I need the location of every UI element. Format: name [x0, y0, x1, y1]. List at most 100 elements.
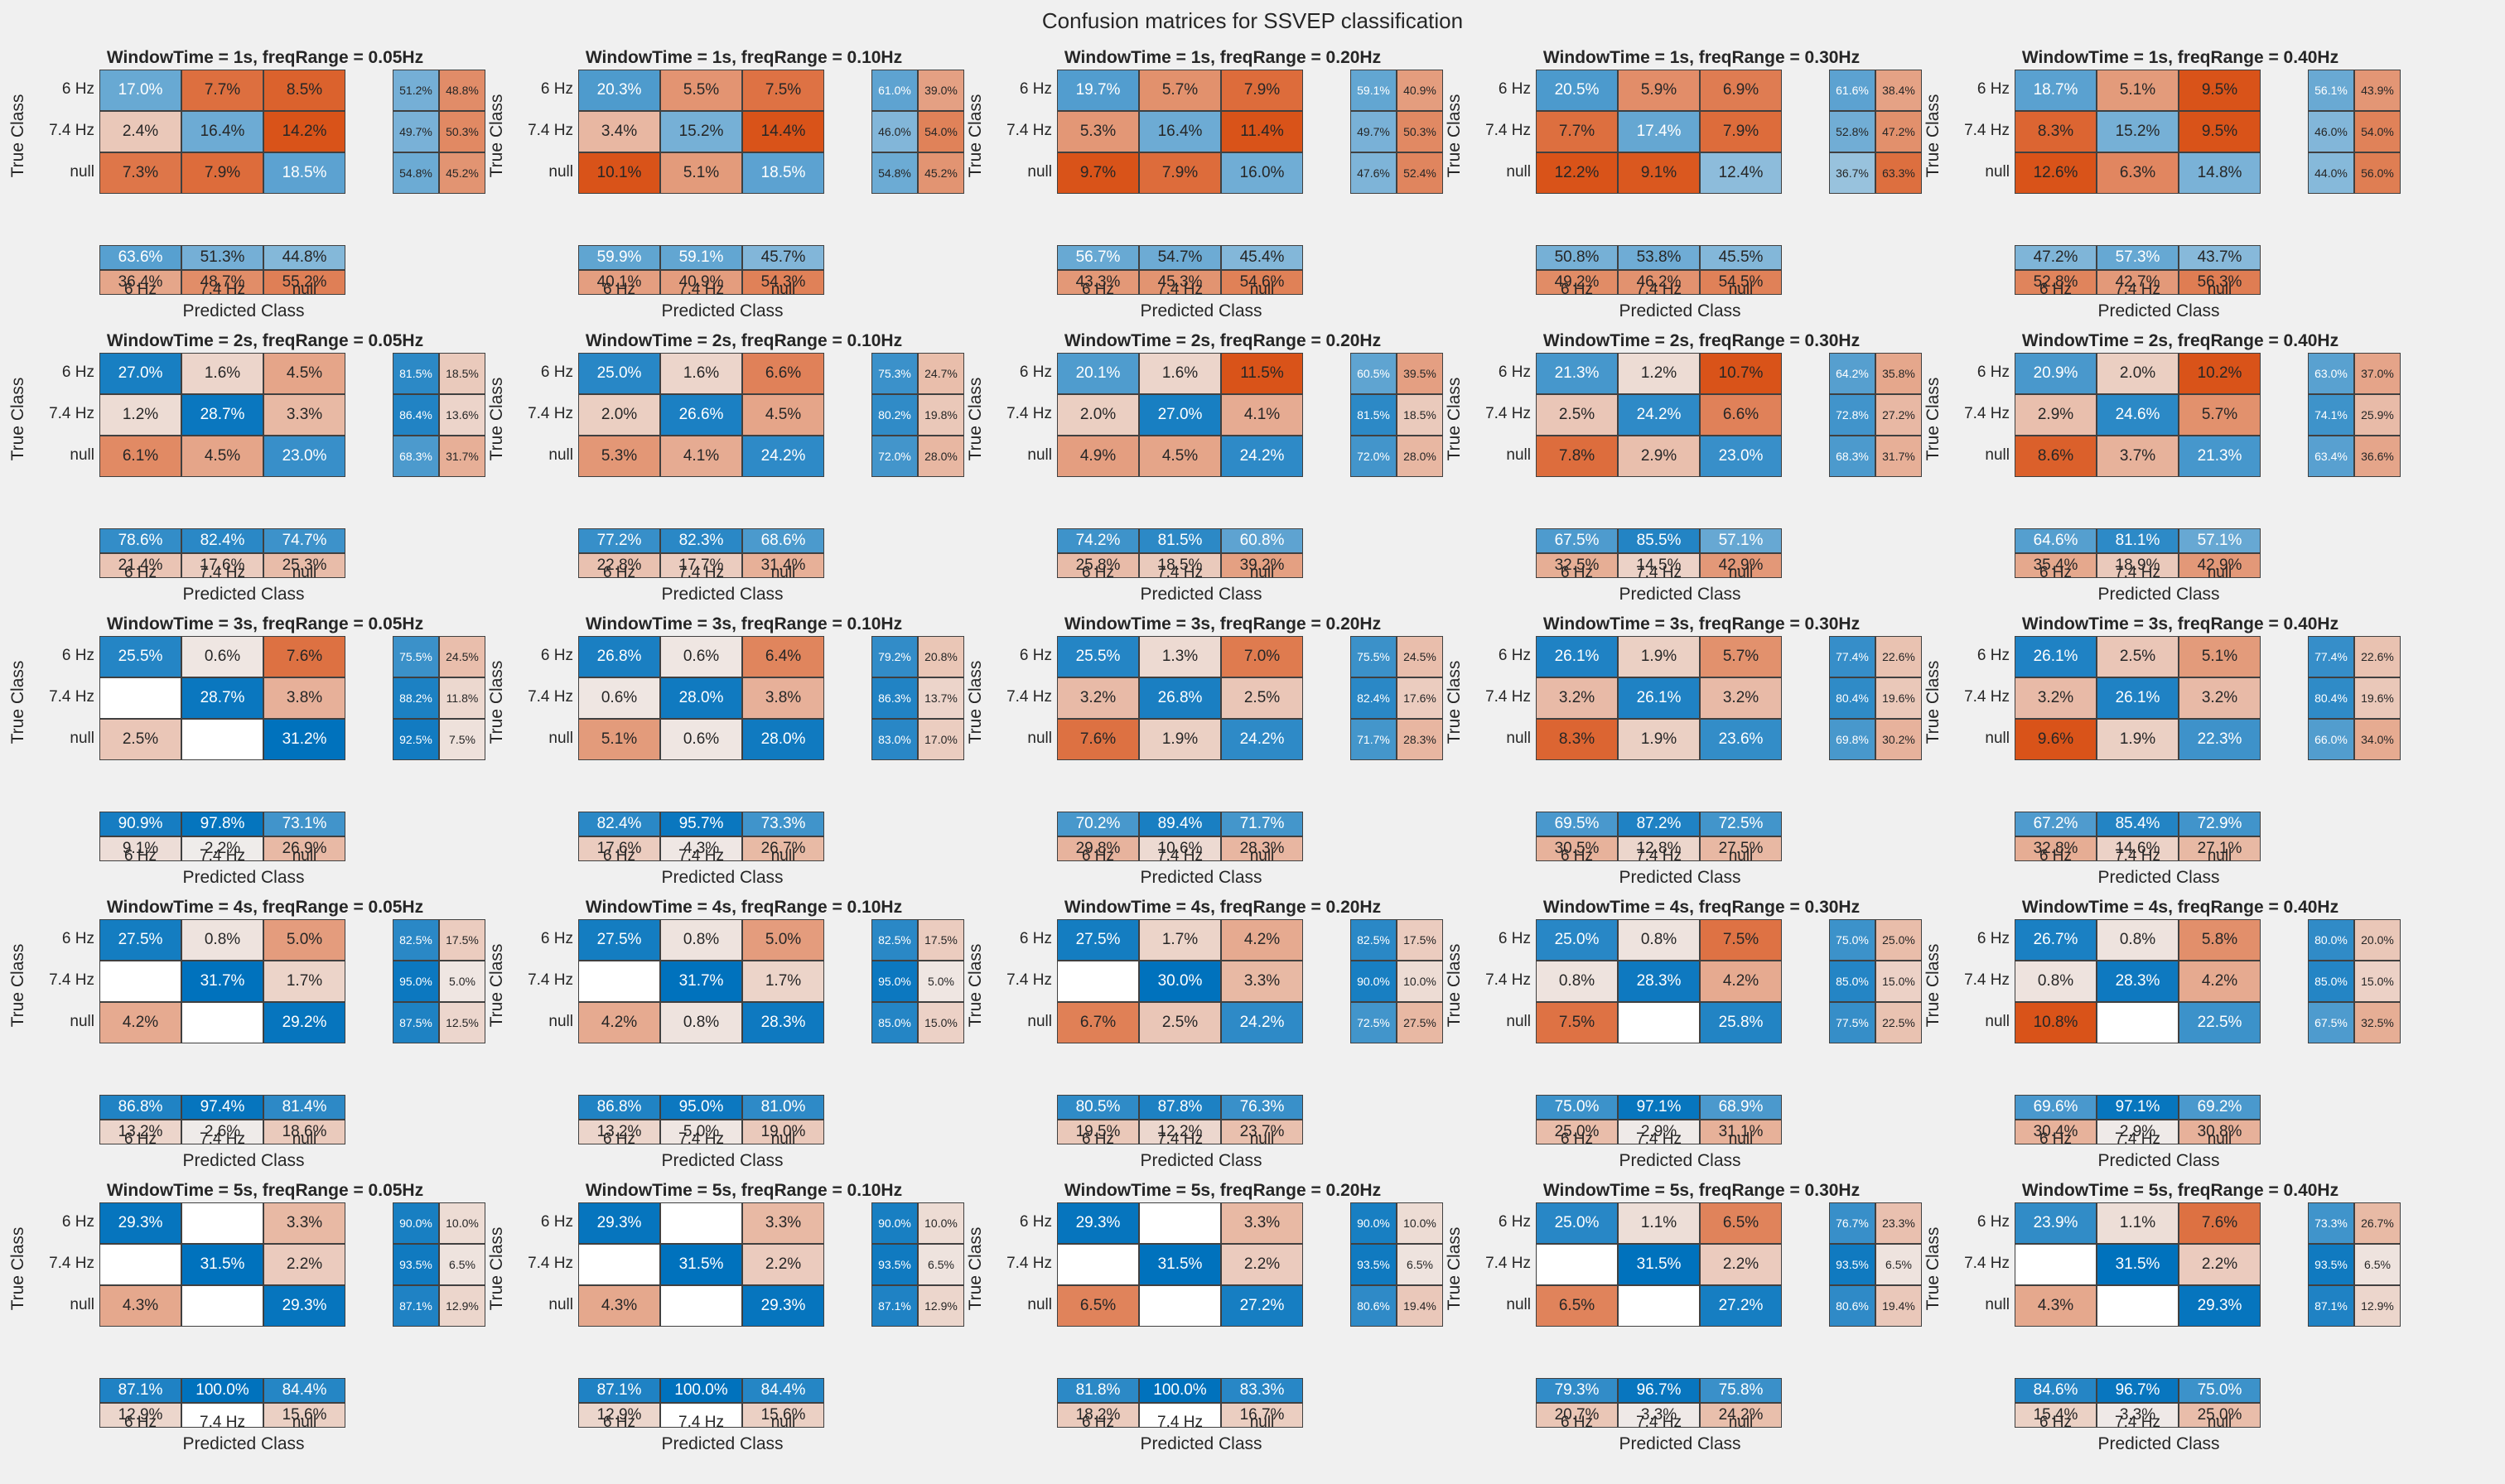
- column-summary-cell: 73.3%: [742, 812, 824, 836]
- column-summary-cell: 14.5%: [1618, 553, 1700, 578]
- matrix-cell: [181, 1285, 263, 1327]
- column-summary-cell: 54.7%: [1139, 245, 1221, 270]
- column-summary-cell: 87.8%: [1139, 1095, 1221, 1120]
- column-summary-cell: 20.7%: [1536, 1403, 1618, 1428]
- row-summary-cell: 66.0%: [2308, 719, 2354, 760]
- row-class-label: 6 Hz: [540, 930, 573, 947]
- panel-title: WindowTime = 4s, freqRange = 0.05Hz: [106, 898, 424, 917]
- matrix-cell: 8.6%: [2015, 436, 2097, 477]
- column-summary-cell: 18.2%: [1057, 1403, 1139, 1428]
- column-class-label: 6 Hz: [2039, 1414, 2073, 1431]
- x-axis-label: Predicted Class: [661, 301, 784, 320]
- row-summary-cell: 67.5%: [2308, 1002, 2354, 1043]
- confusion-matrix-panel: WindowTime = 2s, freqRange = 0.10Hz True …: [487, 331, 964, 605]
- column-class-label: null: [292, 564, 317, 581]
- row-summary-cell: 56.1%: [2308, 70, 2354, 111]
- column-summary-cell: 89.4%: [1139, 812, 1221, 836]
- column-class-label: 6 Hz: [123, 1130, 157, 1148]
- row-summary-cell: 37.0%: [2354, 353, 2401, 394]
- column-summary-cell: 80.5%: [1057, 1095, 1139, 1120]
- matrix-cell: 31.7%: [660, 961, 742, 1002]
- row-summary-cell: 18.5%: [439, 353, 485, 394]
- column-summary-cell: 14.6%: [2097, 836, 2179, 861]
- column-class-label: 6 Hz: [123, 281, 157, 298]
- column-summary-cell: 74.2%: [1057, 528, 1139, 553]
- row-summary-cell: 82.5%: [1350, 919, 1397, 961]
- x-axis-label: Predicted Class: [1619, 301, 1741, 320]
- matrix-cell: 25.0%: [578, 353, 660, 394]
- matrix-cell: 3.3%: [1221, 961, 1303, 1002]
- column-summary-cell: 83.3%: [1221, 1378, 1303, 1403]
- column-class-label: null: [770, 847, 796, 865]
- column-class-label: 7.4 Hz: [200, 847, 245, 865]
- row-summary-cell: 15.0%: [918, 1002, 964, 1043]
- panel-title: WindowTime = 3s, freqRange = 0.40Hz: [2021, 614, 2339, 634]
- matrix-cell: 6.5%: [1057, 1285, 1139, 1327]
- column-class-label: 6 Hz: [123, 847, 157, 865]
- matrix-cell: 10.8%: [2015, 1002, 2097, 1043]
- row-summary-cell: 10.0%: [918, 1202, 964, 1244]
- row-summary-cell: 80.6%: [1350, 1285, 1397, 1327]
- row-summary-cell: 95.0%: [871, 961, 918, 1002]
- matrix-cell: 1.9%: [1618, 719, 1700, 760]
- row-summary-cell: 5.0%: [918, 961, 964, 1002]
- matrix-cell: 4.2%: [99, 1002, 181, 1043]
- row-summary-cell: 28.3%: [1397, 719, 1443, 760]
- row-class-label: null: [548, 730, 573, 747]
- confusion-matrix-panel: WindowTime = 4s, freqRange = 0.40Hz True …: [1923, 898, 2401, 1171]
- row-summary-cell: 19.6%: [1875, 677, 1922, 719]
- column-summary-cell: 73.1%: [263, 812, 345, 836]
- column-summary-cell: 4.3%: [660, 836, 742, 861]
- row-summary-cell: 10.0%: [1397, 1202, 1443, 1244]
- row-class-label: 6 Hz: [1976, 1213, 2010, 1231]
- matrix-cell: 1.3%: [1139, 636, 1221, 677]
- matrix-cell: 17.4%: [1618, 111, 1700, 152]
- column-summary-cell: 32.5%: [1536, 553, 1618, 578]
- row-summary-cell: 80.0%: [2308, 919, 2354, 961]
- row-summary-cell: 87.5%: [393, 1002, 439, 1043]
- column-class-label: 7.4 Hz: [1636, 1130, 1682, 1148]
- column-summary-cell: 86.8%: [99, 1095, 181, 1120]
- matrix-cell: 25.0%: [1536, 919, 1618, 961]
- column-summary-cell: 18.5%: [1139, 553, 1221, 578]
- matrix-cell: 1.2%: [1618, 353, 1700, 394]
- column-class-label: 6 Hz: [1081, 1130, 1115, 1148]
- row-summary-cell: 6.5%: [1875, 1244, 1922, 1285]
- matrix-cell: [578, 961, 660, 1002]
- x-axis-label: Predicted Class: [2097, 585, 2220, 604]
- matrix-cell: 4.3%: [578, 1285, 660, 1327]
- confusion-matrix-panel: WindowTime = 2s, freqRange = 0.05Hz True …: [8, 331, 485, 605]
- matrix-cell: 10.2%: [2179, 353, 2261, 394]
- matrix-cell: [2097, 1002, 2179, 1043]
- matrix-cell: 1.6%: [181, 353, 263, 394]
- column-class-label: 6 Hz: [602, 1414, 636, 1431]
- matrix-cell: 0.6%: [181, 636, 263, 677]
- row-summary-cell: 85.0%: [1829, 961, 1875, 1002]
- row-class-label: 7.4 Hz: [1006, 405, 1052, 422]
- column-class-label: 7.4 Hz: [678, 1130, 724, 1148]
- matrix-cell: 26.1%: [1618, 677, 1700, 719]
- matrix-cell: 7.6%: [1057, 719, 1139, 760]
- panel-title: WindowTime = 1s, freqRange = 0.05Hz: [106, 48, 424, 67]
- column-summary-cell: 18.6%: [263, 1120, 345, 1144]
- row-class-label: 7.4 Hz: [49, 688, 94, 706]
- row-class-label: 7.4 Hz: [528, 122, 573, 139]
- column-class-label: 7.4 Hz: [1157, 847, 1203, 865]
- matrix-cell: 1.9%: [2097, 719, 2179, 760]
- matrix-cell: 20.5%: [1536, 70, 1618, 111]
- panel-title: WindowTime = 2s, freqRange = 0.20Hz: [1064, 331, 1382, 350]
- column-summary-cell: 71.7%: [1221, 812, 1303, 836]
- matrix-cell: [1139, 1285, 1221, 1327]
- matrix-cell: 23.6%: [1700, 719, 1782, 760]
- row-summary-cell: 46.0%: [871, 111, 918, 152]
- column-summary-cell: 25.0%: [2179, 1403, 2261, 1428]
- matrix-cell: 26.8%: [578, 636, 660, 677]
- row-summary-cell: 80.2%: [871, 394, 918, 436]
- matrix-cell: 4.1%: [660, 436, 742, 477]
- row-class-label: 6 Hz: [61, 364, 94, 381]
- column-summary-cell: 81.8%: [1057, 1378, 1139, 1403]
- matrix-cell: 7.9%: [181, 152, 263, 194]
- x-axis-label: Predicted Class: [1140, 1151, 1262, 1170]
- column-summary-cell: 2.9%: [1618, 1120, 1700, 1144]
- row-summary-cell: 90.0%: [871, 1202, 918, 1244]
